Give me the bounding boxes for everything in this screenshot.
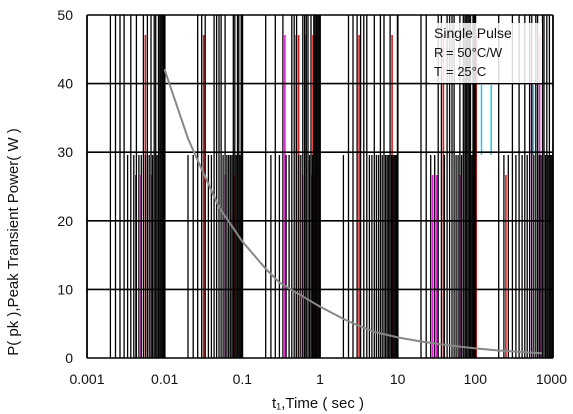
x-tick-label: 10 <box>390 371 406 387</box>
annotation-single-pulse: Single Pulse <box>434 25 512 41</box>
curve-point <box>241 240 244 243</box>
curve-point <box>295 291 298 294</box>
y-tick-label: 30 <box>57 144 73 160</box>
x-tick-label: 100 <box>464 371 488 387</box>
curve-point <box>264 267 267 270</box>
curve-point <box>218 206 220 209</box>
curve-point <box>540 352 542 355</box>
text-backdrops <box>430 23 542 83</box>
curve-point <box>474 347 477 350</box>
y-tick-label: 40 <box>57 76 73 92</box>
curve-point <box>187 137 189 140</box>
curve-point <box>356 324 358 326</box>
tick-labels: 0.001 0.01 0.1 1 10 100 1000 0 10 20 30 40 50 <box>50 6 567 387</box>
y-tick-backdrop <box>50 280 76 298</box>
x-tick-label: 1 <box>316 371 324 387</box>
x-tick-label: 0.01 <box>151 371 178 387</box>
x-axis-label: t₁,Time ( sec ) <box>272 395 364 412</box>
curve-point <box>420 340 422 343</box>
curve-point <box>278 281 281 284</box>
legend-annotation: Single Pulse R = 50°C/W T = 25°C <box>434 25 512 79</box>
power-curve-series <box>163 69 542 355</box>
curve-point <box>396 336 399 339</box>
y-tick-label: 0 <box>65 350 73 366</box>
annotation-t-value: = 25°C <box>446 64 486 79</box>
curve-point <box>373 331 376 333</box>
curve-point <box>200 168 203 171</box>
curve-point <box>497 349 500 352</box>
x-tick-label: 0.1 <box>233 371 253 387</box>
curve-point <box>319 305 321 308</box>
curve-point <box>342 318 345 320</box>
y-tick-label: 50 <box>57 7 73 23</box>
x-tick-label: 0.001 <box>69 371 104 387</box>
annotation-r-symbol: R <box>434 45 443 60</box>
annotation-r-value: = 50°C/W <box>446 45 503 60</box>
x-tick-label: 1000 <box>536 371 567 387</box>
curve-point <box>528 351 531 354</box>
y-tick-label: 20 <box>57 213 73 229</box>
curve-point <box>163 69 166 71</box>
y-axis-label: P( pk ),Peak Transient Power( W ) <box>5 128 22 356</box>
y-tick-backdrop <box>50 6 76 23</box>
y-tick-backdrop <box>50 74 76 92</box>
annotation-backdrop <box>430 23 542 83</box>
y-tick-backdrop <box>50 211 76 229</box>
y-tick-backdrop <box>50 349 76 366</box>
y-tick-backdrop <box>50 143 76 161</box>
curve-point <box>451 344 453 347</box>
y-tick-label: 10 <box>57 281 73 297</box>
annotation-t-symbol: T <box>434 64 442 79</box>
